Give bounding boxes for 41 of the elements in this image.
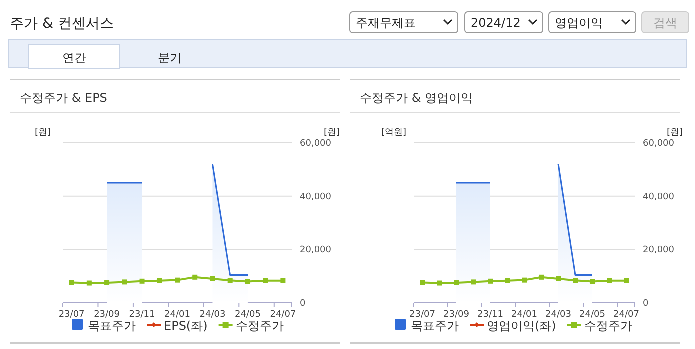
- y2-axis-title: [원]: [324, 128, 340, 138]
- y2-tick-label: 20,000: [300, 246, 332, 256]
- text: 2024/12: [471, 16, 521, 30]
- text: 주가 & 컨센서스: [10, 16, 114, 32]
- x-tick-label: 24/01: [512, 310, 538, 320]
- y-axis-title: [원]: [34, 128, 52, 138]
- x-tick-label: 23/09: [444, 310, 470, 320]
- y2-tick-label: 60,000: [300, 139, 332, 149]
- chart-title: 수정주가 & EPS: [20, 91, 108, 105]
- text: 연간: [62, 51, 86, 65]
- x-tick-label: 24/01: [164, 310, 190, 320]
- x-tick-label: 24/03: [200, 310, 226, 320]
- legend-label: 수정주가: [236, 319, 284, 333]
- text: 검색: [654, 16, 678, 30]
- legend-label: 수정주가: [584, 319, 632, 333]
- y2-axis-title: [원]: [666, 128, 684, 138]
- legend-label: 영업이익(좌): [487, 319, 556, 333]
- y2-tick-label: 60,000: [643, 139, 675, 149]
- y2-tick-label: 40,000: [643, 192, 675, 202]
- text: 영업이익: [555, 16, 603, 30]
- x-tick-label: 23/09: [94, 310, 120, 320]
- x-tick-label: 24/05: [580, 310, 606, 320]
- x-tick-label: 23/11: [478, 310, 504, 320]
- legend-label: EPS(좌): [164, 319, 208, 333]
- legend-label: 목표주가: [88, 319, 136, 333]
- x-tick-label: 24/07: [270, 310, 296, 320]
- y2-tick-label: 0: [643, 299, 649, 309]
- y2-tick-label: 40,000: [300, 192, 332, 202]
- legend-label: 목표주가: [411, 319, 459, 333]
- x-tick-label: 23/07: [410, 310, 436, 320]
- x-tick-label: 23/07: [58, 310, 85, 320]
- x-tick-label: 23/11: [129, 310, 156, 320]
- x-tick-label: 24/07: [614, 310, 640, 320]
- y2-tick-label: 20,000: [643, 246, 675, 256]
- y2-tick-label: 0: [300, 299, 306, 309]
- x-tick-label: 24/05: [234, 310, 261, 320]
- x-tick-label: 24/03: [546, 310, 572, 320]
- text: 주재무제표: [356, 16, 416, 30]
- y-axis-title: [억원]: [381, 128, 407, 138]
- chart-title: 수정주가 & 영업이익: [360, 91, 473, 105]
- text: 분기: [158, 51, 182, 65]
